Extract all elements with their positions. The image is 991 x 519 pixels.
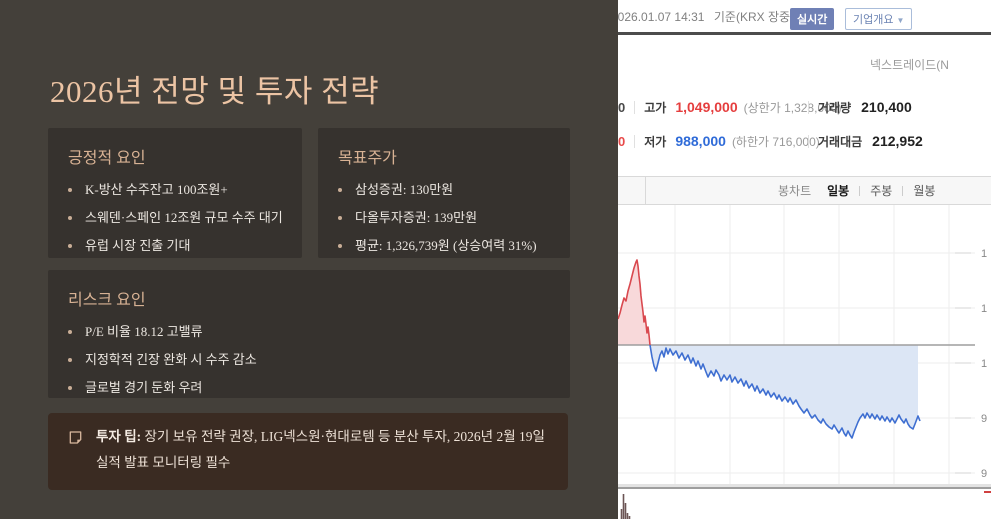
chart-tabbar: 봉차트 일봉 주봉 월봉 xyxy=(618,176,991,205)
high-label: 고가 xyxy=(644,100,667,115)
section-divider xyxy=(618,32,991,35)
list-item: 스웨덴·스페인 12조원 규모 수주 대기 xyxy=(68,204,288,232)
y-tick-label: 1 xyxy=(981,358,987,370)
bullet-dot xyxy=(68,216,72,220)
volume-value: 210,400 xyxy=(861,99,912,115)
stock-panel: 2026.01.07 14:31 기준(KRX 장중) 실시간 기업개요 ▼ 넥스… xyxy=(618,0,991,519)
divider xyxy=(808,134,809,148)
bullet-dot xyxy=(68,188,72,192)
bullet-dot xyxy=(338,216,342,220)
tab-monthly[interactable]: 월봉 xyxy=(913,184,936,198)
bullet-dot xyxy=(68,244,72,248)
divider xyxy=(634,100,636,114)
bullet-list: 삼성증권: 130만원 다올투자증권: 139만원 평균: 1,326,739원… xyxy=(318,176,570,260)
investment-tip-box: 투자 팁: 장기 보유 전략 권장, LIG넥스원·현대로템 등 분산 투자, … xyxy=(48,413,568,490)
exchange-note: 넥스트레이드(N xyxy=(870,58,949,72)
volume-label: 거래량 xyxy=(818,100,852,115)
card-heading: 긍정적 요인 xyxy=(68,150,146,167)
card-risk-factors: 리스크 요인 P/E 비율 18.12 고밸류 지정학적 긴장 완화 시 수주 … xyxy=(48,270,570,398)
divider xyxy=(859,185,861,196)
quote-basis: 기준(KRX 장중) xyxy=(713,10,795,24)
lower-limit-note: (하한가 716,000) xyxy=(731,134,820,149)
bullet-dot xyxy=(338,188,342,192)
trading-value-group: 거래대금 212,952 xyxy=(808,133,923,150)
trading-value-value: 212,952 xyxy=(872,133,923,149)
price-row-high: 0 고가 1,049,000 (상한가 1,328,000) 거래량 210,4… xyxy=(618,96,912,118)
chevron-down-icon: ▼ xyxy=(896,16,905,25)
list-item: 글로벌 경기 둔화 우려 xyxy=(68,374,556,402)
bullet-text: 유럽 시장 진출 기대 xyxy=(85,238,191,253)
bullet-list: K-방산 수주잔고 100조원+ 스웨덴·스페인 12조원 규모 수주 대기 유… xyxy=(48,176,302,260)
card-heading: 목표주가 xyxy=(338,150,397,167)
divider xyxy=(902,185,904,196)
blue-area-fill xyxy=(650,345,918,438)
tab-weekly[interactable]: 주봉 xyxy=(870,184,893,198)
list-item: P/E 비율 18.12 고밸류 xyxy=(68,318,556,346)
low-label: 저가 xyxy=(644,134,667,149)
bullet-list: P/E 비율 18.12 고밸류 지정학적 긴장 완화 시 수주 감소 글로벌 … xyxy=(48,318,570,402)
tip-text: 투자 팁: 장기 보유 전략 권장, LIG넥스원·현대로템 등 분산 투자, … xyxy=(96,424,554,476)
red-area-fill xyxy=(618,260,650,345)
list-item: 다올투자증권: 139만원 xyxy=(338,204,556,232)
price-line-red xyxy=(618,259,651,346)
low-value: 988,000 xyxy=(675,133,726,149)
volume-chart xyxy=(618,487,991,519)
volume-bars xyxy=(620,494,631,519)
bullet-dot xyxy=(68,386,72,390)
tip-body: 장기 보유 전략 권장, LIG넥스원·현대로템 등 분산 투자, 2026년 … xyxy=(96,429,545,470)
note-icon xyxy=(69,431,82,444)
bullet-dot xyxy=(68,358,72,362)
chart-tabs: 봉차트 일봉 주봉 월봉 xyxy=(778,177,935,204)
y-tick-label: 9 xyxy=(981,413,987,425)
y-tick-label: 9 xyxy=(981,468,987,480)
quote-timestamp: 2026.01.07 14:31 xyxy=(618,10,705,24)
card-positive-factors: 긍정적 요인 K-방산 수주잔고 100조원+ 스웨덴·스페인 12조원 규모 … xyxy=(48,128,302,258)
upper-limit-note: (상한가 1,328,000) xyxy=(743,100,842,115)
divider xyxy=(634,134,636,148)
bullet-text: P/E 비율 18.12 고밸류 xyxy=(85,324,203,339)
list-item: K-방산 수주잔고 100조원+ xyxy=(68,176,288,204)
y-tick-label: 1 xyxy=(981,248,987,260)
price-line-blue xyxy=(649,344,921,439)
list-item: 지정학적 긴장 완화 시 수주 감소 xyxy=(68,346,556,374)
tab-daily[interactable]: 일봉 xyxy=(827,184,850,198)
bullet-text: 다올투자증권: 139만원 xyxy=(355,210,478,225)
bullet-text: 글로벌 경기 둔화 우려 xyxy=(85,380,203,395)
price-row-low: 0 저가 988,000 (하한가 716,000) 거래대금 212,952 xyxy=(618,130,923,152)
price-chart: 1 1 1 9 9 xyxy=(618,205,991,486)
list-item: 삼성증권: 130만원 xyxy=(338,176,556,204)
company-overview-dropdown[interactable]: 기업개요 ▼ xyxy=(845,8,913,30)
presentation-slide: 2026년 전망 및 투자 전략 긍정적 요인 K-방산 수주잔고 100조원+… xyxy=(0,0,618,519)
divider xyxy=(808,100,809,114)
trading-value-label: 거래대금 xyxy=(818,134,863,149)
tabbar-left-cell xyxy=(618,177,646,204)
bullet-text: K-방산 수주잔고 100조원+ xyxy=(85,182,228,197)
list-item: 유럽 시장 진출 기대 xyxy=(68,232,288,260)
company-overview-label: 기업개요 xyxy=(853,14,894,26)
bullet-text: 평균: 1,326,739원 (상승여력 31%) xyxy=(355,238,537,253)
tip-label: 투자 팁: xyxy=(96,429,142,444)
y-axis-labels: 1 1 1 9 9 xyxy=(981,248,987,480)
bullet-text: 삼성증권: 130만원 xyxy=(355,182,454,197)
high-value: 1,049,000 xyxy=(675,99,738,115)
y-tick-label: 1 xyxy=(981,303,987,315)
list-item: 평균: 1,326,739원 (상승여력 31%) xyxy=(338,232,556,260)
volume-svg xyxy=(620,491,991,519)
realtime-badge[interactable]: 실시간 xyxy=(790,8,835,30)
price-chart-svg: 1 1 1 9 9 xyxy=(618,205,987,486)
card-target-price: 목표주가 삼성증권: 130만원 다올투자증권: 139만원 평균: 1,326… xyxy=(318,128,570,258)
volume-group: 거래량 210,400 xyxy=(808,99,912,116)
slide-title: 2026년 전망 및 투자 전략 xyxy=(50,74,380,109)
axis-ticks xyxy=(955,252,971,474)
quote-header: 2026.01.07 14:31 기준(KRX 장중) 실시간 기업개요 ▼ xyxy=(618,8,991,32)
bullet-text: 스웨덴·스페인 12조원 규모 수주 대기 xyxy=(85,210,283,225)
candle-chart-label: 봉차트 xyxy=(778,184,812,198)
card-heading: 리스크 요인 xyxy=(68,292,146,309)
bullet-dot xyxy=(68,330,72,334)
bullet-dot xyxy=(338,244,342,248)
clipped-open-value: 0 xyxy=(618,133,626,149)
clipped-prev-value: 0 xyxy=(618,99,626,115)
bullet-text: 지정학적 긴장 완화 시 수주 감소 xyxy=(85,352,257,367)
